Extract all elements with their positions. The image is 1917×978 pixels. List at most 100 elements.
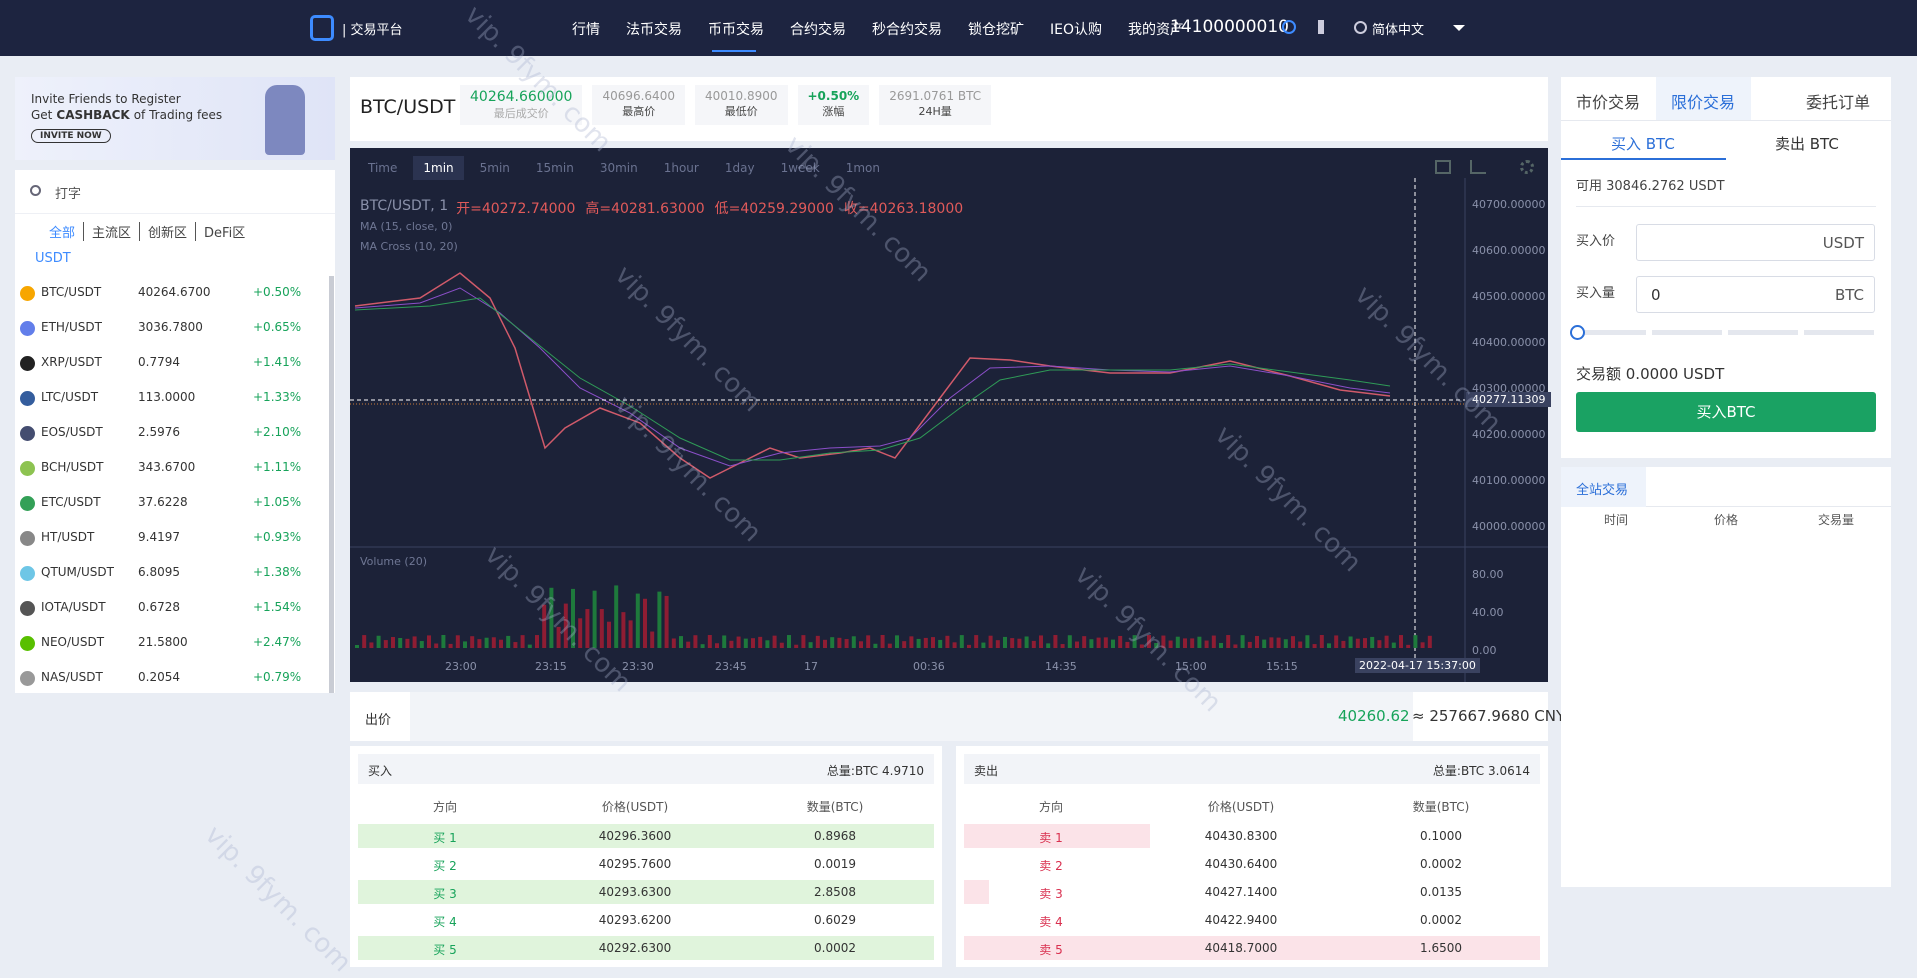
price: 113.0000 xyxy=(138,390,196,404)
search-input[interactable]: 打字 xyxy=(55,187,82,202)
volume-bar-decor xyxy=(945,635,950,648)
interval[interactable]: 15min xyxy=(535,161,574,175)
indicator-icon[interactable] xyxy=(1470,160,1486,174)
nav-item[interactable]: 法币交易 xyxy=(626,22,682,38)
market-row[interactable]: ETC/USDT 37.6228 +1.05% xyxy=(15,486,329,521)
pair: IOTA/USDT xyxy=(41,600,106,614)
market-tab[interactable]: 创新区 xyxy=(139,222,195,241)
buy-button-label[interactable]: 买入BTC xyxy=(1696,403,1756,421)
book-cell[interactable]: 卖 1 xyxy=(1039,831,1063,845)
pair: ETC/USDT xyxy=(41,495,101,509)
volume-bar-decor xyxy=(938,639,943,648)
volume-bar-decor xyxy=(823,639,827,648)
interval[interactable]: Time xyxy=(368,161,398,175)
trade-tab[interactable]: 委托订单 xyxy=(1806,93,1871,112)
amount-input[interactable]: 0 BTC xyxy=(1636,276,1875,313)
invite-button[interactable]: INVITE NOW xyxy=(31,129,111,143)
volume-bar-decor xyxy=(887,643,892,648)
tab-fill xyxy=(410,692,1413,741)
change: +1.33% xyxy=(253,390,302,404)
interval[interactable]: 1mon xyxy=(845,161,881,175)
book-cell[interactable]: 买 4 xyxy=(433,915,457,929)
pair: NAS/USDT xyxy=(41,670,103,684)
settings-icon[interactable] xyxy=(1520,160,1534,174)
nav-item[interactable]: 我的资产 xyxy=(1128,22,1184,38)
book-cell[interactable]: 卖 2 xyxy=(1039,859,1063,873)
volume-bar-decor xyxy=(923,637,928,648)
account[interactable]: 14100000010 xyxy=(1170,17,1289,37)
trades-title[interactable]: 全站交易 xyxy=(1576,483,1629,498)
interval[interactable]: 30min xyxy=(599,161,638,175)
side-tabs: 买入 BTC 卖出 BTC xyxy=(1561,129,1891,159)
quote-tab[interactable]: USDT xyxy=(35,251,71,266)
nav-item[interactable]: 行情 xyxy=(572,22,600,38)
market-tab[interactable]: DeFi区 xyxy=(195,222,253,241)
market-row[interactable]: LTC/USDT 113.0000 +1.33% xyxy=(15,381,329,416)
change: +0.79% xyxy=(253,670,302,684)
depth-bar xyxy=(358,908,934,932)
market-tab[interactable]: 全部 xyxy=(49,226,76,241)
market-row[interactable]: EOS/USDT 2.5976 +2.10% xyxy=(15,416,329,451)
slider[interactable] xyxy=(1576,330,1876,335)
volume-bar-decor xyxy=(1391,642,1396,648)
book-cell: 0.6029 xyxy=(814,913,856,927)
interval[interactable]: 1min xyxy=(413,156,464,180)
book-cell[interactable]: 买 5 xyxy=(433,943,457,957)
side-tab[interactable]: 买入 BTC xyxy=(1611,135,1675,153)
interval[interactable]: 1day xyxy=(724,161,755,175)
user-icon[interactable] xyxy=(1282,20,1296,34)
buy-button[interactable]: 买入BTC xyxy=(1576,392,1876,432)
book-cell[interactable]: 卖 4 xyxy=(1039,915,1063,929)
trade-tab[interactable]: 市价交易 xyxy=(1576,93,1641,112)
chart-canvas[interactable] xyxy=(350,148,1548,682)
price: 21.5800 xyxy=(138,635,188,649)
nav-item[interactable]: 币币交易 xyxy=(708,22,764,38)
nav-item[interactable]: 锁仓挖矿 xyxy=(968,22,1024,38)
language-caret[interactable] xyxy=(1453,25,1465,37)
sound-icon[interactable] xyxy=(1318,20,1332,34)
market-row[interactable]: NAS/USDT 0.2054 +0.79% xyxy=(15,661,329,696)
market-row[interactable]: IOTA/USDT 0.6728 +1.54% xyxy=(15,591,329,626)
volume-bar-decor xyxy=(1154,642,1159,648)
trade-tab[interactable]: 限价交易 xyxy=(1671,93,1736,112)
stat: 40010.8900 最低价 xyxy=(694,85,788,125)
book-cell[interactable]: 买 3 xyxy=(433,887,457,901)
language[interactable]: 简体中文 xyxy=(1372,23,1425,38)
nav-menu: 行情 法币交易 币币交易 合约交易 秒合约交易 锁仓挖矿 IEO认购 我的资产 xyxy=(572,19,1184,39)
interval[interactable]: 1week xyxy=(780,161,820,175)
market-row[interactable]: QTUM/USDT 6.8095 +1.38% xyxy=(15,556,329,591)
nav-item[interactable]: 合约交易 xyxy=(790,22,846,38)
interval[interactable]: 5min xyxy=(479,161,510,175)
trades-panel: 全站交易 时间 价格 交易量 xyxy=(1561,467,1891,887)
volume-bar-decor xyxy=(643,598,647,648)
side-tab[interactable]: 卖出 BTC xyxy=(1775,135,1839,153)
slider-handle[interactable] xyxy=(1570,325,1585,340)
scrollbar[interactable] xyxy=(329,276,334,693)
market-row[interactable]: NEO/USDT 21.5800 +2.47% xyxy=(15,626,329,661)
market-row[interactable]: ETH/USDT 3036.7800 +0.65% xyxy=(15,311,329,346)
price-label: 买入价 xyxy=(1576,234,1616,249)
order-tab[interactable]: 出价 xyxy=(365,713,392,728)
volume-bar-decor xyxy=(981,642,986,648)
banner[interactable]: Invite Friends to Register Get CASHBACK of… xyxy=(15,77,335,160)
nav-item[interactable]: 秒合约交易 xyxy=(872,22,942,38)
book-cell[interactable]: 卖 3 xyxy=(1039,887,1063,901)
volume-bar-decor xyxy=(916,638,921,648)
market-row[interactable]: XRP/USDT 0.7794 +1.41% xyxy=(15,346,329,381)
market-row[interactable]: BCH/USDT 343.6700 +1.11% xyxy=(15,451,329,486)
book-cell[interactable]: 买 2 xyxy=(433,859,457,873)
banner-line2: Get CASHBACK of Trading fees xyxy=(31,108,222,122)
market-row[interactable]: BTC/USDT 40264.6700 +0.50% xyxy=(15,276,329,311)
globe-icon xyxy=(1354,21,1367,34)
price-input[interactable]: USDT xyxy=(1636,224,1875,261)
side-underline xyxy=(1561,158,1726,160)
market-tab[interactable]: 主流区 xyxy=(83,222,139,241)
volume-bar-decor xyxy=(736,636,741,648)
fullscreen-icon[interactable] xyxy=(1435,160,1451,174)
market-row[interactable]: HT/USDT 9.4197 +0.93% xyxy=(15,521,329,556)
volume-bar-decor xyxy=(1147,635,1151,648)
book-cell[interactable]: 卖 5 xyxy=(1039,943,1063,957)
book-cell[interactable]: 买 1 xyxy=(433,831,457,845)
nav-item[interactable]: IEO认购 xyxy=(1050,22,1102,38)
interval[interactable]: 1hour xyxy=(663,161,699,175)
